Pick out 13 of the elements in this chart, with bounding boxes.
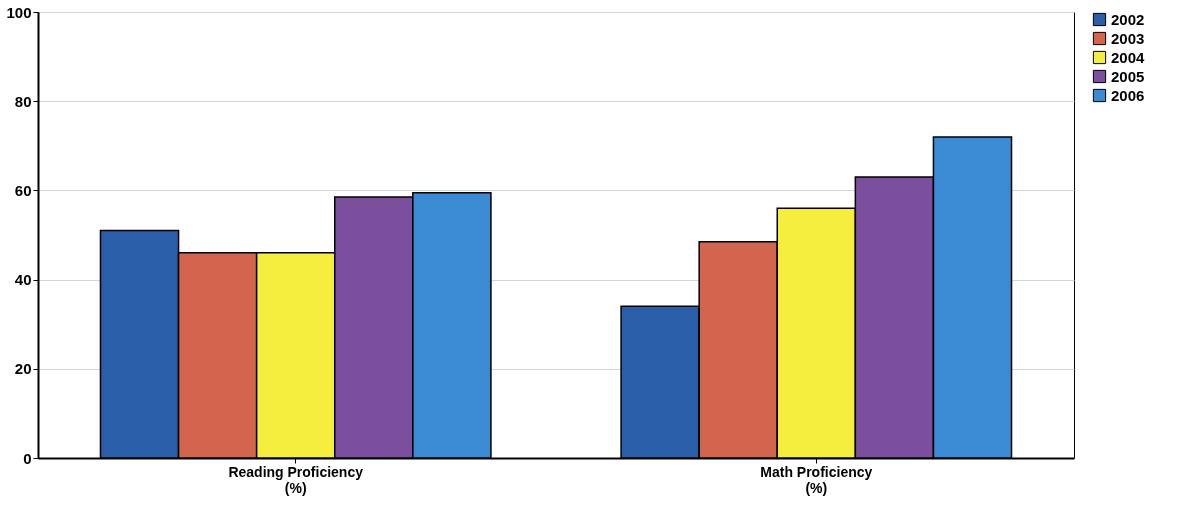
legend-label: 2005 — [1111, 67, 1145, 85]
y-tick-label: 0 — [23, 449, 32, 467]
y-tick-label: 80 — [14, 92, 32, 110]
legend-label: 2003 — [1111, 29, 1145, 47]
legend-label: 2004 — [1111, 48, 1146, 66]
y-tick-label: 20 — [14, 360, 32, 378]
x-tick-label: Math Proficiency (%) — [760, 463, 873, 496]
y-tick-label: 40 — [14, 271, 32, 289]
y-tick-label: 100 — [6, 3, 32, 21]
x-tick-label: Reading Proficiency (%) — [228, 463, 364, 496]
legend-label: 2006 — [1111, 86, 1145, 104]
y-tick-label: 60 — [14, 181, 32, 199]
legend-label: 2002 — [1111, 10, 1145, 28]
